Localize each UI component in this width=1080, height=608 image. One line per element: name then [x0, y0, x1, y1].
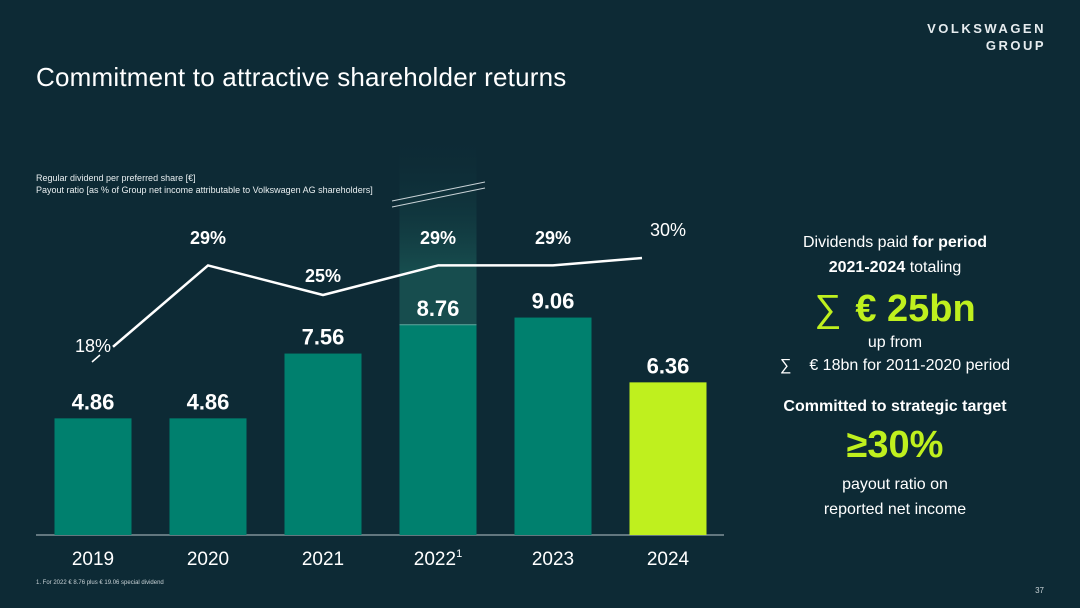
legend-payout: Payout ratio [as % of Group net income a…: [36, 185, 373, 195]
bar-2024: [629, 382, 707, 535]
up-from-text: up from: [867, 334, 923, 351]
previous-period-text: € 18bn for 2011-2020 period: [809, 357, 1011, 374]
sigma-icon: ∑: [814, 288, 842, 330]
logo-line-1: VOLKSWAGEN: [927, 21, 1046, 36]
bar-2021: [284, 353, 362, 535]
line-label-2020: 29%: [190, 228, 226, 248]
footnote: 1. For 2022 € 8.76 plus € 19.06 special …: [36, 580, 164, 586]
bar-label-2020: 4.86: [187, 389, 230, 414]
payout-line-2: reported net income: [823, 501, 967, 518]
dividends-paid-text: Dividends paid for period: [730, 230, 1060, 255]
x-tick-2022: 20221: [414, 548, 462, 570]
bar-label-2023: 9.06: [532, 289, 575, 314]
chart-legend: Regular dividend per preferred share [€]…: [36, 172, 373, 196]
x-tick-2021: 2021: [302, 549, 344, 570]
bar-label-2024: 6.36: [647, 353, 690, 378]
line-label-2019: 18%: [75, 336, 111, 356]
intro-bold-text: for period: [912, 234, 988, 251]
period-text: 2021-2024 totaling: [730, 255, 1060, 280]
period-bold-text: 2021-2024: [828, 259, 906, 276]
line-label-2022: 29%: [420, 228, 456, 248]
axis-break-mark-2: [391, 187, 486, 208]
page-title: Commitment to attractive shareholder ret…: [36, 62, 567, 92]
x-tick-2019: 2019: [72, 549, 114, 570]
line-label-2023: 29%: [535, 228, 571, 248]
line-break-mark: [91, 354, 101, 363]
bar-2019: [54, 418, 132, 535]
target-value: ≥30%: [846, 424, 944, 466]
payout-line-1: payout ratio on: [842, 476, 948, 493]
page-number: 37: [1035, 586, 1044, 595]
payout-ratio-line: [112, 256, 643, 348]
totaling-text: totaling: [909, 259, 962, 276]
bar-2020: [169, 418, 247, 535]
volkswagen-group-logo: VOLKSWAGEN GROUP: [927, 20, 1046, 54]
total-dividends: ∑ € 25bn: [730, 286, 1060, 332]
logo-line-2: GROUP: [985, 38, 1046, 53]
line-label-2021: 25%: [305, 266, 341, 286]
line-label-2024: 30%: [650, 220, 686, 240]
intro-text: Dividends paid: [802, 234, 908, 251]
bar-label-2021: 7.56: [302, 325, 345, 350]
x-tick-2024: 2024: [647, 549, 690, 570]
footnote-marker: 1: [456, 548, 462, 560]
summary-panel: Dividends paid for period 2021-2024 tota…: [730, 230, 1060, 522]
target-label: Committed to strategic target: [783, 398, 1007, 415]
bar-2023: [514, 317, 592, 535]
x-tick-2023: 2023: [532, 549, 574, 570]
total-value: € 25bn: [855, 288, 976, 330]
x-tick-2020: 2020: [187, 549, 229, 570]
bar-label-2019: 4.86: [72, 389, 115, 414]
dividend-chart: 4.86 2019 4.86 2020 7.56 2021 8.76 20221 9.06 202…: [36, 130, 724, 570]
bar-label-2022: 8.76: [417, 296, 460, 321]
bar-2022: [399, 324, 477, 535]
legend-dividend: Regular dividend per preferred share [€]: [36, 173, 196, 183]
sigma-small-icon: ∑: [779, 357, 792, 374]
axis-break-mark-1: [391, 181, 486, 202]
previous-period: ∑ € 18bn for 2011-2020 period: [730, 354, 1060, 378]
